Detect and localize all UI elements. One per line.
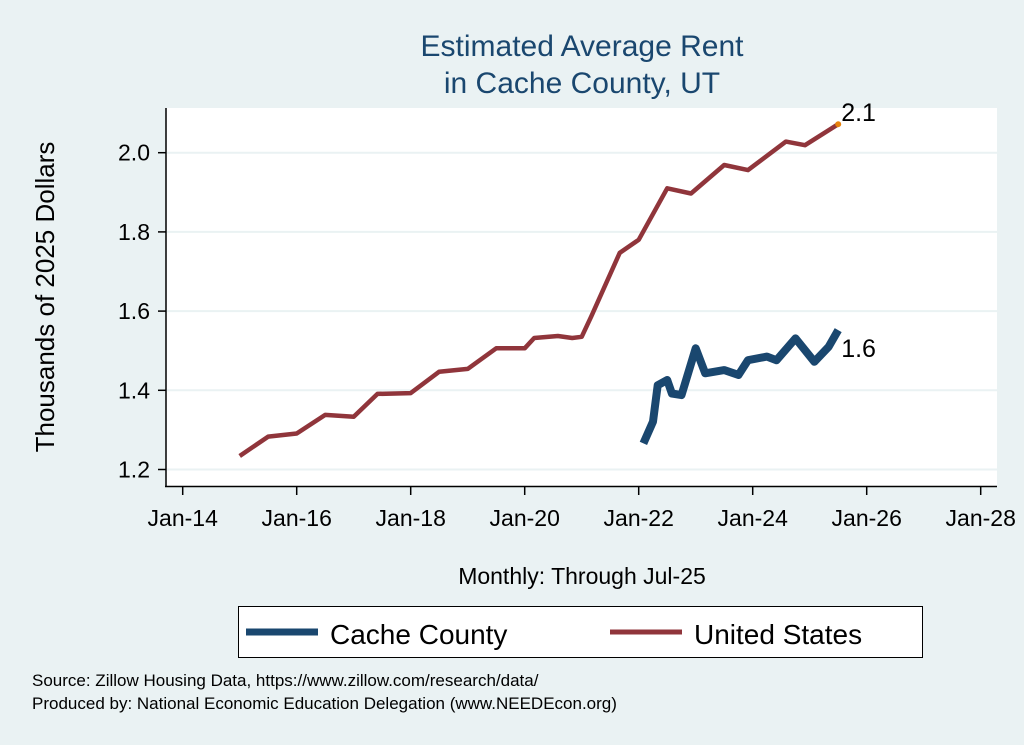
x-tick-label: Jan-20 [490, 505, 560, 531]
x-tick-label: Jan-16 [262, 505, 332, 531]
source-note: Source: Zillow Housing Data, https://www… [32, 671, 539, 690]
end-label-cache-county: 1.6 [841, 335, 876, 363]
x-tick-label: Jan-26 [832, 505, 902, 531]
x-tick-label: Jan-28 [946, 505, 1016, 531]
y-tick-label: 1.2 [118, 457, 150, 483]
end-label-united-states: 2.1 [841, 99, 876, 127]
chart-title-line1: Estimated Average Rent [421, 30, 745, 63]
series-line-cache-county [639, 328, 842, 446]
x-axis-label: Monthly: Through Jul-25 [458, 563, 706, 589]
producer-note: Produced by: National Economic Education… [32, 694, 617, 713]
x-tick-label: Jan-14 [148, 505, 219, 531]
y-tick-label: 1.4 [118, 377, 150, 403]
legend-label-cache-county: Cache County [330, 619, 507, 650]
x-tick-label: Jan-18 [376, 505, 446, 531]
x-tick-label: Jan-22 [604, 505, 674, 531]
y-tick-label: 2.0 [118, 140, 150, 166]
end-marker-united-states [835, 121, 842, 128]
chart-title-line2: in Cache County, UT [444, 67, 720, 100]
y-tick-label: 1.8 [118, 219, 150, 245]
series-line-united-states [238, 122, 840, 458]
y-tick-label: 1.6 [118, 298, 150, 324]
plot-area [166, 108, 997, 486]
y-axis-label: Thousands of 2025 Dollars [30, 142, 60, 453]
legend: Cache County United States [238, 606, 923, 658]
legend-label-united-states: United States [694, 619, 862, 650]
x-tick-label: Jan-24 [718, 505, 789, 531]
